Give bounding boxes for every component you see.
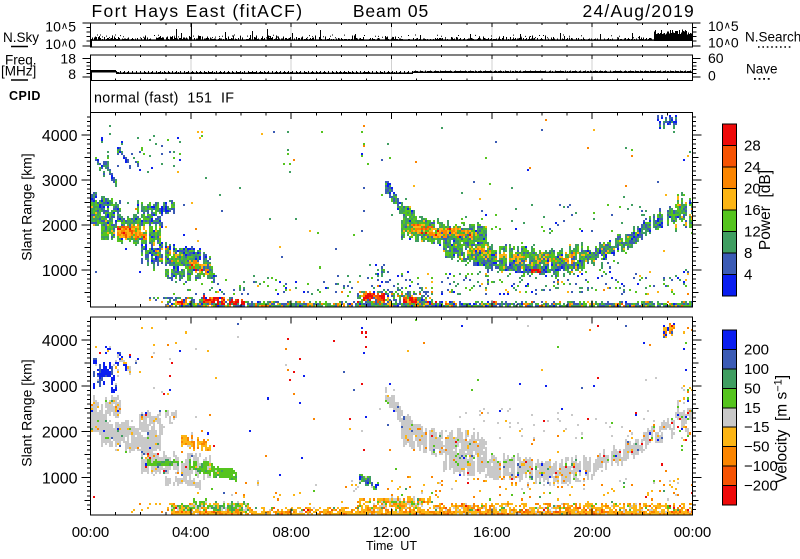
svg-text:50: 50 (744, 380, 761, 397)
svg-text:0: 0 (708, 68, 716, 84)
svg-text:N.Search: N.Search (745, 30, 800, 45)
svg-text:N.Sky: N.Sky (3, 30, 39, 45)
svg-text:CPID: CPID (9, 89, 41, 103)
svg-text:20: 20 (744, 181, 761, 198)
svg-text:3000: 3000 (42, 173, 78, 190)
svg-text:8: 8 (744, 245, 752, 262)
svg-text:−200: −200 (744, 478, 778, 495)
svg-text:10∧5: 10∧5 (708, 18, 739, 34)
svg-text:−100: −100 (744, 458, 778, 475)
svg-text:12: 12 (744, 224, 761, 241)
svg-text:[MHz]: [MHz] (1, 64, 36, 79)
svg-text:Slant Range [km]: Slant Range [km] (19, 359, 35, 466)
svg-text:Velocity [m s−1]: Velocity [m s−1] (773, 375, 791, 483)
svg-text:16:00: 16:00 (473, 524, 511, 541)
svg-text:100: 100 (744, 361, 769, 378)
svg-text:15: 15 (744, 400, 761, 417)
svg-text:00:00: 00:00 (674, 524, 712, 541)
svg-text:Fort Hays East (fitACF): Fort Hays East (fitACF) (92, 1, 304, 21)
svg-text:24: 24 (744, 159, 761, 176)
svg-text:10∧5: 10∧5 (45, 19, 76, 35)
svg-text:−15: −15 (744, 419, 769, 436)
svg-text:Beam 05: Beam 05 (353, 1, 429, 21)
svg-text:8: 8 (68, 66, 76, 82)
svg-text:4000: 4000 (42, 128, 78, 145)
svg-text:28: 28 (744, 138, 761, 155)
svg-text:2000: 2000 (42, 218, 78, 235)
svg-text:60: 60 (708, 50, 724, 66)
svg-text:Time UT: Time UT (366, 539, 417, 553)
svg-text:1000: 1000 (42, 470, 78, 487)
svg-text:−50: −50 (744, 439, 769, 456)
svg-text:16: 16 (744, 202, 761, 219)
svg-text:Nave: Nave (746, 62, 778, 77)
svg-text:normal (fast) 151 IF: normal (fast) 151 IF (94, 91, 234, 107)
svg-text:Slant Range [km]: Slant Range [km] (19, 153, 35, 260)
svg-text:04:00: 04:00 (172, 524, 210, 541)
svg-text:4: 4 (744, 267, 752, 284)
svg-text:12:00: 12:00 (373, 524, 411, 541)
svg-text:18: 18 (60, 51, 76, 67)
svg-text:Power [dB]: Power [dB] (757, 170, 774, 250)
svg-text:00:00: 00:00 (72, 524, 110, 541)
svg-text:200: 200 (744, 341, 769, 358)
svg-text:20:00: 20:00 (573, 524, 611, 541)
svg-text:24/Aug/2019: 24/Aug/2019 (583, 1, 695, 21)
svg-text:2000: 2000 (42, 425, 78, 442)
svg-text:10∧0: 10∧0 (45, 36, 76, 52)
svg-text:08:00: 08:00 (272, 524, 310, 541)
svg-text:1000: 1000 (42, 263, 78, 280)
svg-text:10∧0: 10∧0 (708, 35, 739, 51)
svg-text:3000: 3000 (42, 379, 78, 396)
svg-text:4000: 4000 (42, 333, 78, 350)
svg-text:Freq.: Freq. (5, 53, 37, 68)
